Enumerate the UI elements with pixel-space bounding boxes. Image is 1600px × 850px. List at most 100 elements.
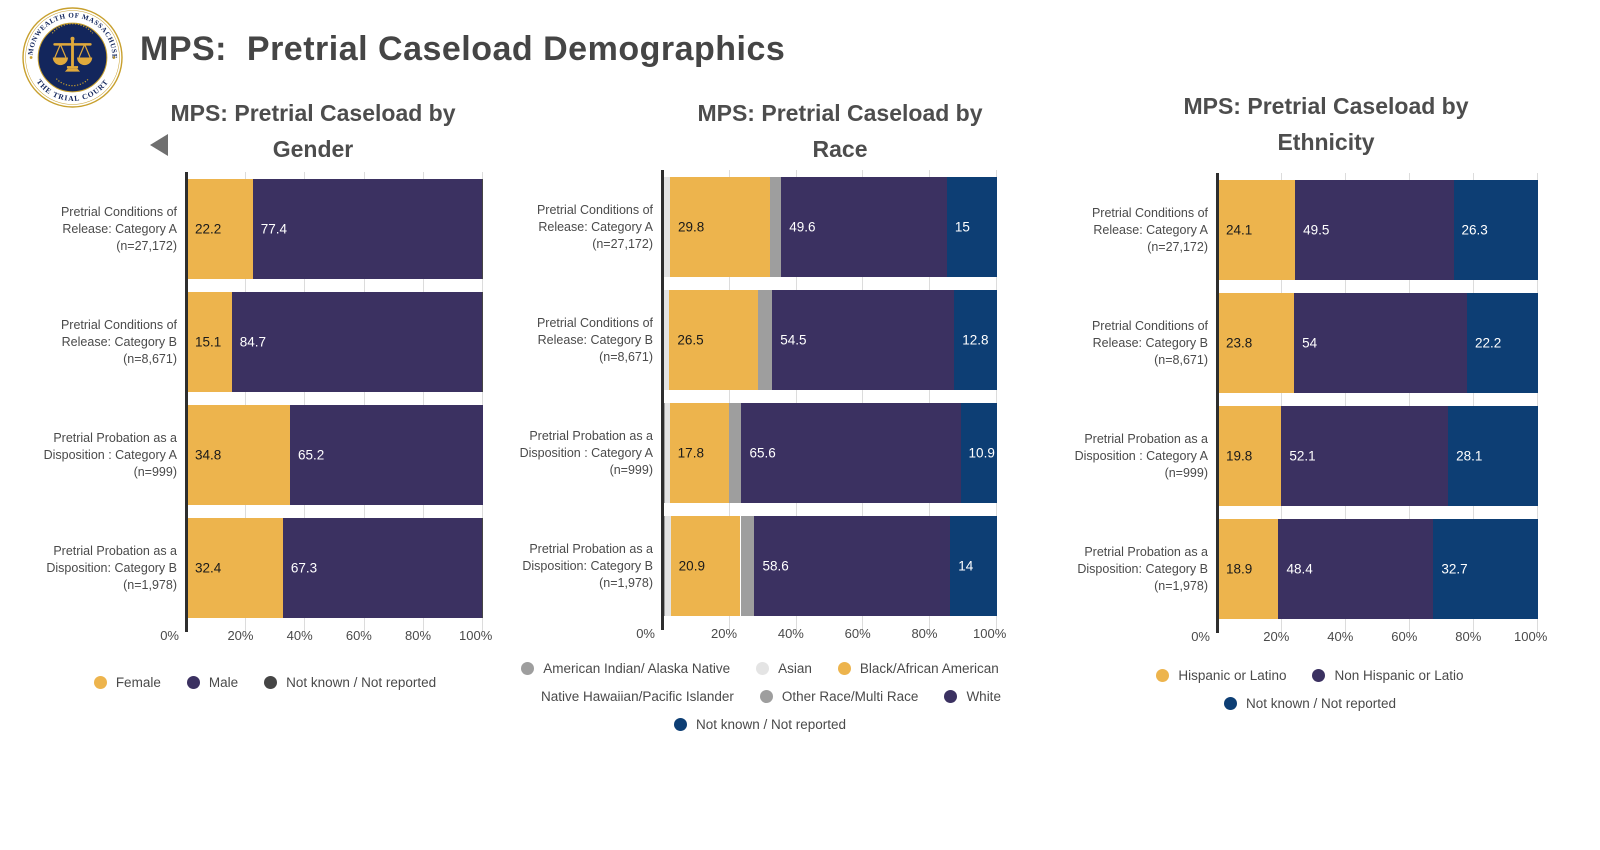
legend-dot-icon [944,690,958,703]
bar-segment-not-known-not-reported[interactable]: 32.7 [1433,519,1538,619]
x-axis-labels: 0% 20% 40% 60% 80% 100% [30,625,500,649]
x-axis-labels: 0% 20% 40% 60% 80% 100% [1060,626,1560,650]
legend-item[interactable]: American Indian/ Alaska Native [521,661,730,676]
plot-gridlines [663,170,997,630]
bar-segment-female[interactable]: 34.8 [187,405,290,505]
legend-label: Native Hawaiian/Pacific Islander [541,689,734,704]
legend-label: Female [115,675,161,690]
gridline [1409,173,1410,633]
chart-title-line2: Race [812,136,868,162]
bar-segment-asian[interactable] [664,290,670,390]
page-title: MPS: Pretrial Caseload Demographics [140,30,786,68]
bar-value-label: 67.3 [290,560,318,576]
bar-segment-black-african-american[interactable]: 20.9 [670,516,741,616]
legend-item[interactable]: Not known / Not reported [264,675,436,690]
bar-segment-female[interactable]: 32.4 [187,518,283,618]
bar-segment-hispanic-or-latino[interactable]: 19.8 [1218,406,1282,506]
legend-dot-icon [1156,669,1170,682]
legend-item[interactable]: Not known / Not reported [673,717,846,732]
bar-segment-other-race-multi-race[interactable] [769,177,782,277]
left-triangle-icon [150,134,168,156]
category-label: Pretrial Conditions of Release: Category … [30,292,187,392]
chart-title-line1: MPS: Pretrial Caseload by [697,100,983,126]
bar-segment-not-known-not-reported[interactable]: 28.1 [1448,406,1538,506]
gridline [1473,173,1474,633]
bar-segment-hispanic-or-latino[interactable]: 18.9 [1218,519,1279,619]
bar-segment-not-known-not-reported[interactable]: 14 [950,516,997,616]
bar-segment-black-african-american[interactable]: 26.5 [669,290,758,390]
legend-row: Native Hawaiian/Pacific Islander Other Ra… [519,689,1001,704]
bar-segment-white[interactable]: 58.6 [754,516,951,616]
bar-segment-white[interactable]: 54.5 [772,290,955,390]
category-label-line: Pretrial Probation as a [53,543,177,558]
legend-item[interactable]: Male [186,675,239,690]
category-label-line: (n=999) [609,462,653,477]
legend-item[interactable]: Other Race/Multi Race [759,689,918,704]
bar-segment-asian[interactable] [665,403,670,503]
bar-row: Pretrial Conditions of Release: Category … [1060,180,1560,280]
bar-segment-not-known-not-reported[interactable] [482,518,483,618]
bar-segment-male[interactable]: 65.2 [290,405,483,505]
bar-segment-male[interactable]: 77.4 [252,179,482,279]
legend-dot-icon [186,676,200,689]
bar-segment-white[interactable]: 49.6 [781,177,947,277]
bar-segment-asian[interactable] [664,177,670,277]
bar-value-label: 34.8 [195,447,222,463]
category-label-line: Release: Category A [1093,222,1208,237]
bar-segment-white[interactable]: 65.6 [741,403,961,503]
bar-segment-black-african-american[interactable]: 17.8 [669,403,730,503]
x-tick-label: 0% [160,628,179,643]
legend-item[interactable]: Native Hawaiian/Pacific Islander [519,689,734,704]
category-label-line: Pretrial Probation as a [529,428,653,443]
bar-segment-not-known-not-reported[interactable]: 10.9 [960,403,997,503]
bar-value-label: 65.2 [298,447,325,463]
bar-value-label: 19.8 [1226,448,1253,464]
y-axis-line [185,172,188,632]
legend-item[interactable]: Female [93,675,161,690]
bar-segment-other-race-multi-race[interactable] [758,290,773,390]
bar-segment-non-hispanic-or-latio[interactable]: 52.1 [1281,406,1449,506]
category-label-line: Release: Category A [538,219,653,234]
legend-item[interactable]: Hispanic or Latino [1156,668,1286,683]
bar-segment-not-known-not-reported[interactable]: 22.2 [1466,293,1538,393]
bar-segment-male[interactable]: 67.3 [282,518,483,618]
bar-segment-hispanic-or-latino[interactable]: 23.8 [1218,293,1295,393]
legend-dot-icon [264,676,278,689]
bar-segment-female[interactable]: 22.2 [187,179,253,279]
bar-segment-non-hispanic-or-latio[interactable]: 49.5 [1295,180,1454,280]
bar-segment-not-known-not-reported[interactable]: 26.3 [1453,180,1538,280]
bar-segment-other-race-multi-race[interactable] [729,403,742,503]
bar-segment-american-indian-alaska-native[interactable] [663,403,665,503]
bar-value-label: 32.7 [1441,561,1468,577]
category-label-line: Disposition: Category B [522,558,653,573]
legend-item[interactable]: Black/African American [837,661,999,676]
bar-segment-not-known-not-reported[interactable] [481,179,483,279]
legend-item[interactable]: Not known / Not reported [1223,696,1396,711]
bar-segment-non-hispanic-or-latio[interactable]: 48.4 [1278,519,1434,619]
bar-segment-not-known-not-reported[interactable]: 15 [946,177,997,277]
stacked-bar: 23.8 54 22.2 [1218,293,1538,393]
bar-segment-hispanic-or-latino[interactable]: 24.1 [1218,180,1296,280]
legend-item[interactable]: Asian [756,661,812,676]
legend-item[interactable]: Non Hispanic or Latio [1312,668,1464,683]
bar-value-label: 58.6 [762,558,789,574]
bar-segment-american-indian-alaska-native[interactable] [663,516,665,616]
bar-segment-not-known-not-reported[interactable] [482,292,483,392]
legend-label: Male [208,675,239,690]
bar-segment-non-hispanic-or-latio[interactable]: 54 [1294,293,1467,393]
bar-segment-other-race-multi-race[interactable] [740,516,755,616]
bar-segment-black-african-american[interactable]: 29.8 [670,177,770,277]
legend-label: White [966,689,1001,704]
category-label-line: (n=27,172) [592,236,653,251]
bar-segment-not-known-not-reported[interactable]: 12.8 [954,290,997,390]
gridline [729,170,730,630]
gridline [304,172,305,632]
bar-segment-female[interactable]: 15.1 [187,292,232,392]
bar-segment-asian[interactable] [665,516,671,616]
legend-item[interactable]: White [944,689,1001,704]
story-prev-button[interactable] [150,132,178,158]
bar-value-label: 17.8 [677,445,704,461]
x-tick-label: 80% [1455,629,1482,644]
bar-value-label: 20.9 [678,558,705,574]
bar-segment-male[interactable]: 84.7 [231,292,483,392]
